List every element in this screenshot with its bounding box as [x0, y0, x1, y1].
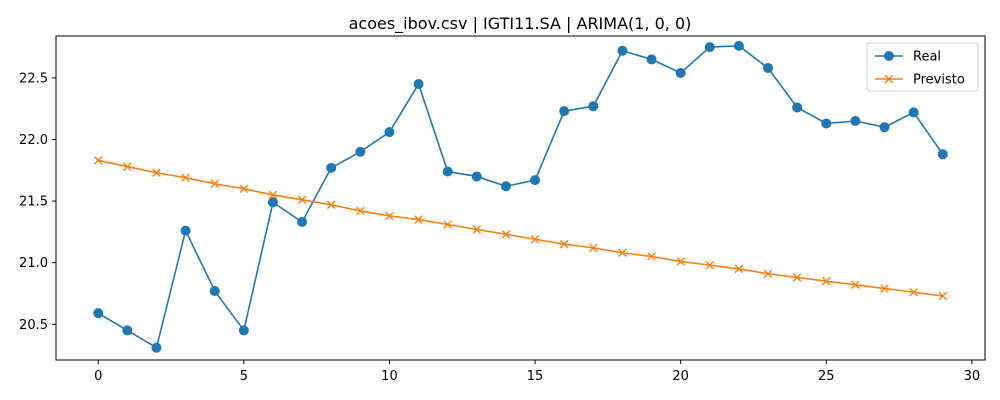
legend-item-real: Real [875, 50, 941, 65]
data-point-previsto [93, 156, 103, 165]
plot-frame [55, 35, 986, 361]
data-point-previsto [618, 248, 627, 258]
x-tick-label: 0 [94, 369, 102, 384]
data-point-real [733, 40, 744, 51]
data-point-real [122, 325, 133, 336]
data-point-previsto [181, 173, 190, 182]
data-point-real [704, 42, 715, 53]
data-point-previsto [589, 243, 598, 253]
data-point-previsto [297, 195, 307, 205]
data-point-real [297, 217, 308, 228]
data-point-real [675, 67, 686, 78]
series-previsto-line [98, 159, 943, 297]
data-point-real [209, 286, 220, 297]
x-tick-label: 10 [381, 369, 398, 384]
data-point-real [559, 106, 570, 117]
legend-label-real: Real [913, 50, 941, 65]
legend-marker-real [884, 51, 894, 61]
data-point-previsto [239, 184, 249, 194]
legend-label-previsto: Previsto [913, 73, 965, 88]
data-point-real [326, 162, 337, 173]
data-point-previsto [705, 260, 715, 270]
data-point-previsto [909, 287, 918, 297]
data-point-previsto [938, 291, 948, 301]
data-point-previsto [501, 230, 511, 239]
data-point-previsto [210, 179, 220, 189]
x-tick-label: 20 [672, 369, 689, 384]
x-axis: 0 5 10 15 20 25 30 [94, 360, 980, 384]
data-point-real [151, 342, 162, 353]
data-point-real [238, 325, 249, 336]
data-point-real [792, 102, 803, 113]
data-point-previsto [676, 257, 685, 266]
data-point-real [267, 197, 278, 208]
data-point-previsto [530, 234, 540, 244]
data-point-previsto [385, 211, 394, 221]
data-point-real [763, 63, 774, 74]
data-point-previsto [152, 168, 161, 178]
data-point-previsto [559, 239, 569, 249]
data-point-previsto [356, 206, 365, 216]
y-tick-label: 22.5 [19, 71, 48, 86]
chart-title: acoes_ibov.csv | IGTI11.SA | ARIMA(1, 0,… [349, 14, 692, 34]
series-real [93, 40, 948, 353]
data-point-real [180, 225, 191, 236]
data-point-real [93, 308, 104, 319]
legend-item-previsto: Previsto [875, 73, 965, 88]
data-point-previsto [734, 264, 744, 274]
data-point-previsto [414, 215, 423, 224]
x-tick-label: 15 [527, 369, 544, 384]
y-tick-label: 20.5 [19, 318, 48, 333]
y-tick-label: 21.5 [19, 195, 48, 210]
y-axis: 20.5 21.0 21.5 22.0 22.5 [19, 71, 56, 333]
series-real-line [97, 45, 944, 349]
data-point-real [384, 127, 395, 138]
series-layer [93, 40, 948, 353]
data-point-real [471, 171, 482, 182]
data-point-real [530, 175, 541, 186]
data-point-real [646, 54, 657, 65]
data-point-previsto [123, 162, 132, 171]
series-previsto [93, 156, 948, 301]
legend-marker-previsto [884, 74, 894, 84]
data-point-previsto [880, 284, 889, 293]
data-point-previsto [326, 200, 336, 210]
data-point-previsto [821, 276, 831, 286]
data-point-real [850, 116, 861, 127]
x-tick-label: 30 [964, 369, 981, 384]
data-point-previsto [792, 273, 802, 282]
data-point-previsto [443, 220, 452, 229]
data-point-previsto [472, 225, 482, 234]
data-point-real [500, 181, 511, 192]
data-point-previsto [647, 252, 656, 261]
data-point-real [355, 146, 366, 157]
data-point-real [413, 79, 424, 90]
data-point-real [617, 45, 628, 56]
y-tick-label: 21.0 [19, 256, 48, 271]
legend: Real Previsto [866, 42, 979, 92]
data-point-real [879, 122, 890, 133]
data-point-real [908, 107, 919, 118]
data-point-real [588, 101, 599, 112]
data-point-real [937, 149, 948, 160]
data-point-real [442, 166, 453, 177]
data-point-previsto [851, 280, 860, 290]
data-point-previsto [268, 190, 278, 200]
data-point-real [821, 118, 832, 129]
x-tick-label: 5 [240, 369, 248, 384]
y-tick-label: 22.0 [19, 133, 48, 148]
x-tick-label: 25 [818, 369, 835, 384]
data-point-previsto [763, 269, 773, 279]
